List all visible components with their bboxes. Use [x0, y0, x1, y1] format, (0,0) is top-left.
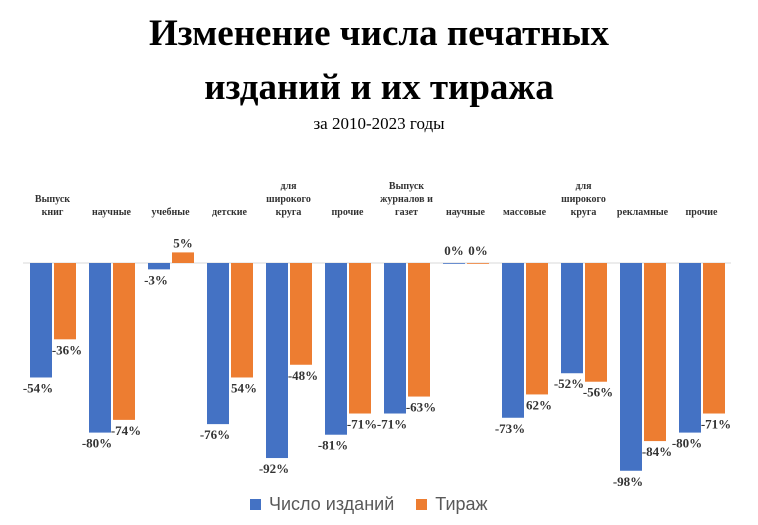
category-label-9-line-0: для: [575, 181, 592, 192]
category-label-9-line-2: круга: [571, 207, 597, 218]
bar-editions-10: [620, 263, 642, 471]
data-label-editions-11: -80%: [672, 436, 702, 451]
bar-circulation-6: [408, 263, 430, 397]
data-label-editions-1: -80%: [82, 436, 112, 451]
bar-editions-8: [502, 263, 524, 418]
bar-editions-7: [443, 263, 465, 264]
data-label-editions-4: -92%: [259, 461, 289, 476]
data-label-circulation-1: -74%: [111, 423, 141, 438]
bar-editions-0: [30, 263, 52, 378]
legend-item-series1: Число изданий: [250, 494, 394, 515]
chart-title-line2: изданий и их тиража: [204, 67, 554, 108]
data-label-circulation-2: 5%: [173, 235, 193, 250]
category-label-4-line-2: круга: [276, 207, 302, 218]
data-label-circulation-8: 62%: [526, 397, 552, 412]
category-label-3-line-0: детские: [212, 207, 247, 218]
category-label-9-line-1: широкого: [561, 194, 606, 205]
data-label-editions-9: -52%: [554, 376, 584, 391]
bar-editions-6: [384, 263, 406, 414]
category-label-6-line-1: журналов и: [380, 194, 433, 205]
legend-label-series1: Число изданий: [269, 494, 395, 514]
bar-circulation-8: [526, 263, 548, 395]
chart-subtitle: за 2010-2023 годы: [313, 114, 445, 133]
category-label-5-line-0: прочие: [332, 207, 364, 218]
category-label-4-line-1: широкого: [266, 194, 311, 205]
bar-circulation-4: [290, 263, 312, 365]
data-label-editions-10: -98%: [613, 474, 643, 489]
legend-item-series2: Тираж: [416, 494, 488, 515]
chart-title-line1: Изменение числа печатных: [148, 13, 610, 54]
category-label-11-line-0: прочие: [686, 207, 718, 218]
bar-editions-9: [561, 263, 583, 374]
bar-editions-5: [325, 263, 347, 435]
data-label-editions-7: 0%: [444, 243, 464, 258]
bar-circulation-9: [585, 263, 607, 382]
bar-circulation-2: [172, 252, 194, 263]
category-label-8-line-0: массовые: [503, 207, 547, 218]
bar-editions-3: [207, 263, 229, 425]
category-label-6-line-2: газет: [395, 207, 418, 218]
bar-editions-4: [266, 263, 288, 459]
data-label-circulation-0: -36%: [52, 342, 82, 357]
data-label-editions-3: -76%: [200, 427, 230, 442]
data-label-circulation-11: -71%: [701, 417, 731, 432]
data-label-circulation-6: -63%: [406, 400, 436, 415]
category-label-0-line-0: Выпуск: [35, 194, 70, 205]
legend-swatch-series2: [416, 499, 428, 510]
data-label-circulation-4: -48%: [288, 368, 318, 383]
bar-circulation-0: [54, 263, 76, 340]
data-label-circulation-5: -71%: [347, 417, 377, 432]
category-label-0-line-1: книг: [42, 207, 64, 218]
data-label-circulation-9: -56%: [583, 385, 613, 400]
legend-label-series2: Тираж: [435, 494, 488, 514]
data-label-circulation-7: 0%: [468, 243, 488, 258]
category-label-6-line-0: Выпуск: [389, 181, 424, 192]
bar-circulation-5: [349, 263, 371, 414]
category-label-1-line-0: научные: [92, 207, 131, 218]
bar-circulation-3: [231, 263, 253, 378]
bar-circulation-11: [703, 263, 725, 414]
category-label-10-line-0: рекламные: [617, 207, 669, 218]
bar-circulation-10: [644, 263, 666, 442]
bar-circulation-7: [467, 263, 489, 264]
data-label-editions-0: -54%: [23, 380, 53, 395]
data-label-circulation-10: -84%: [642, 444, 672, 459]
bar-editions-1: [89, 263, 111, 433]
data-label-editions-2: -3%: [144, 272, 168, 287]
legend-swatch-series1: [250, 499, 261, 510]
legend: Число изданий Тираж: [250, 494, 510, 515]
data-label-editions-8: -73%: [495, 421, 525, 436]
bar-editions-2: [148, 263, 170, 270]
bar-editions-11: [679, 263, 701, 433]
category-label-7-line-0: научные: [446, 207, 485, 218]
category-label-4-line-0: для: [280, 181, 297, 192]
data-label-editions-6: -71%: [377, 417, 407, 432]
data-label-circulation-3: 54%: [231, 380, 257, 395]
category-label-2-line-0: учебные: [151, 207, 190, 218]
data-label-editions-5: -81%: [318, 438, 348, 453]
bar-circulation-1: [113, 263, 135, 420]
